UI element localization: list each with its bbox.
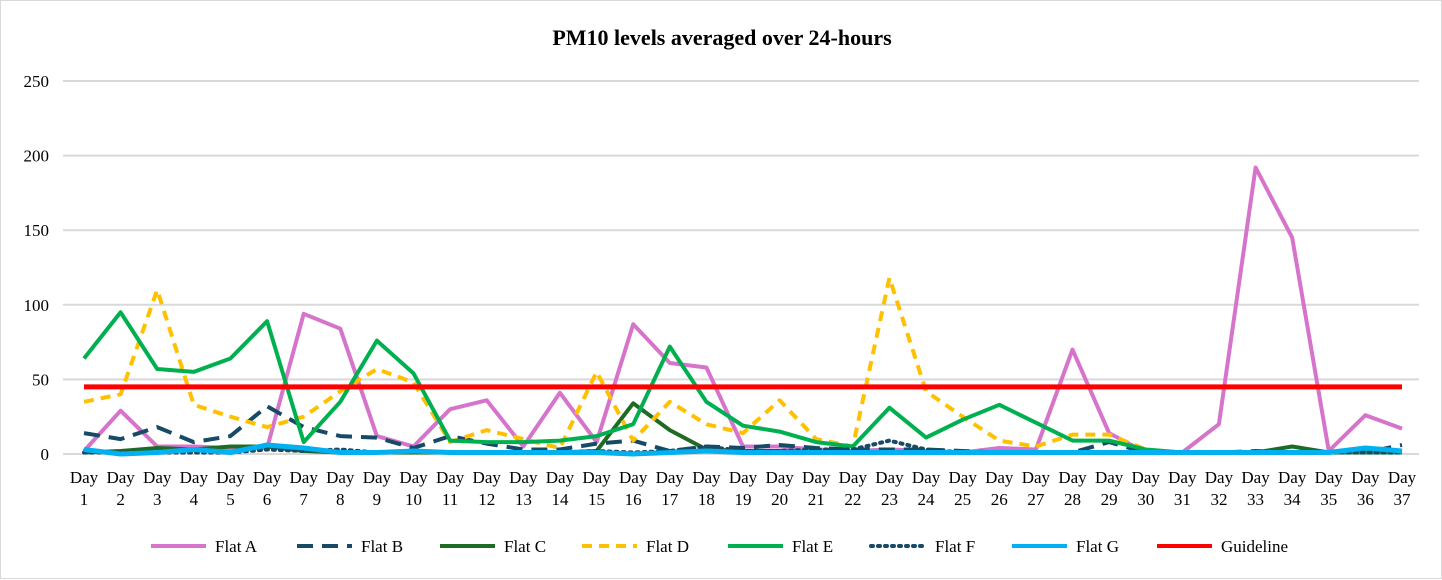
legend-label: Flat C [504, 537, 546, 556]
x-tick-label: Day 10 [399, 468, 428, 509]
x-tick-label: Day 27 [1022, 468, 1051, 509]
x-tick-label: Day 26 [985, 468, 1014, 509]
x-tick-label: Day 16 [619, 468, 648, 509]
x-tick-label: Day 14 [546, 468, 575, 509]
y-tick-label: 150 [24, 221, 50, 240]
x-tick-label: Day 29 [1095, 468, 1124, 509]
x-tick-label: Day 5 [216, 468, 245, 509]
x-tick-label: Day 15 [582, 468, 611, 509]
x-tick-label: Day 33 [1241, 468, 1270, 509]
legend-label: Flat A [215, 537, 258, 556]
y-tick-label: 0 [41, 445, 50, 464]
x-tick-label: Day 30 [1132, 468, 1161, 509]
x-tick-label: Day 35 [1315, 468, 1344, 509]
series-line-flat-a [82, 165, 1403, 455]
x-tick-label: Day 25 [949, 468, 978, 509]
series-line-flat-g [83, 442, 1403, 457]
x-tick-label: Day 4 [180, 468, 209, 509]
y-tick-label: 200 [24, 147, 50, 166]
x-tick-label: Day 13 [509, 468, 538, 509]
x-tick-label: Day 23 [875, 468, 904, 509]
x-tick-label: Day 2 [106, 468, 135, 509]
x-tick-label: Day 36 [1351, 468, 1380, 509]
x-tick-label: Day 32 [1205, 468, 1234, 509]
x-tick-label: Day 18 [692, 468, 721, 509]
legend-label: Flat D [646, 537, 689, 556]
x-tick-label: Day 7 [290, 468, 319, 509]
legend-label: Guideline [1221, 537, 1288, 556]
legend-label: Flat F [935, 537, 975, 556]
x-tick-label: Day 34 [1278, 468, 1307, 509]
x-tick-label: Day 37 [1388, 468, 1417, 509]
x-tick-label: Day 3 [143, 468, 172, 509]
x-tick-label: Day 1 [70, 468, 99, 509]
x-tick-label: Day 17 [656, 468, 685, 509]
x-tick-label: Day 31 [1168, 468, 1197, 509]
chart-title: PM10 levels averaged over 24-hours [552, 25, 892, 50]
legend-label: Flat G [1076, 537, 1119, 556]
x-tick-label: Day 8 [326, 468, 355, 509]
x-tick-label: Day 6 [253, 468, 282, 509]
legend-label: Flat B [361, 537, 403, 556]
x-tick-label: Day 24 [912, 468, 941, 509]
y-tick-label: 100 [24, 296, 50, 315]
y-tick-label: 50 [32, 370, 49, 389]
legend-label: Flat E [792, 537, 833, 556]
x-tick-label: Day 21 [802, 468, 831, 509]
x-tick-label: Day 9 [363, 468, 392, 509]
x-tick-label: Day 11 [436, 468, 465, 509]
x-tick-label: Day 20 [765, 468, 794, 509]
x-tick-label: Day 19 [729, 468, 758, 509]
series-line-flat-d [83, 275, 1402, 455]
x-tick-label: Day 28 [1058, 468, 1087, 509]
y-tick-label: 250 [24, 72, 50, 91]
x-tick-label: Day 22 [839, 468, 868, 509]
x-tick-label: Day 12 [473, 468, 502, 509]
